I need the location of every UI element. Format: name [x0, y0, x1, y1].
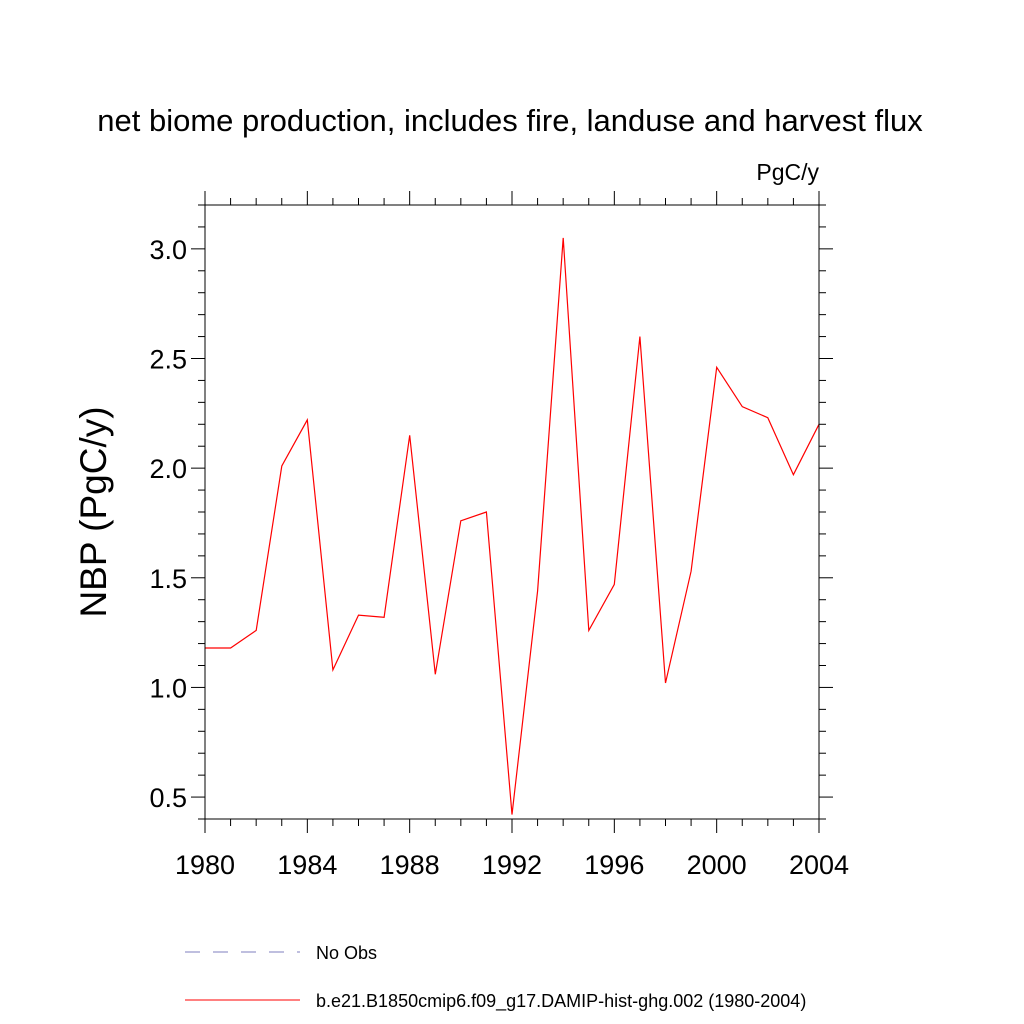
x-tick-label: 1996 — [584, 850, 644, 880]
y-tick-label: 2.0 — [149, 454, 187, 484]
y-tick-label: 1.5 — [149, 564, 187, 594]
series-lines — [205, 237, 820, 815]
tick-labels: 1980 1984 1988 1992 1996 2000 2004 0.5 1.0 1.5 2.0… — [149, 235, 849, 880]
x-tick-label: 2000 — [687, 850, 747, 880]
axis-ticks — [191, 191, 833, 833]
y-axis-label: NBP (PgC/y) — [73, 406, 114, 617]
series-line — [205, 237, 820, 815]
units-label: PgC/y — [756, 159, 819, 185]
x-tick-label: 1992 — [482, 850, 542, 880]
y-tick-label: 3.0 — [149, 235, 187, 265]
chart-title: net biome production, includes fire, lan… — [97, 103, 923, 138]
plot-frame — [204, 204, 820, 820]
x-tick-label: 1980 — [175, 850, 235, 880]
x-tick-label: 1988 — [380, 850, 440, 880]
legend-label: b.e21.B1850cmip6.f09_g17.DAMIP-hist-ghg.… — [316, 991, 806, 1012]
y-tick-label: 1.0 — [149, 673, 187, 703]
y-tick-label: 0.5 — [149, 783, 187, 813]
legend: No Obs b.e21.B1850cmip6.f09_g17.DAMIP-his… — [185, 943, 806, 1012]
legend-label: No Obs — [316, 943, 377, 963]
x-tick-label: 2004 — [789, 850, 849, 880]
x-tick-label: 1984 — [277, 850, 337, 880]
y-tick-label: 2.5 — [149, 345, 187, 375]
